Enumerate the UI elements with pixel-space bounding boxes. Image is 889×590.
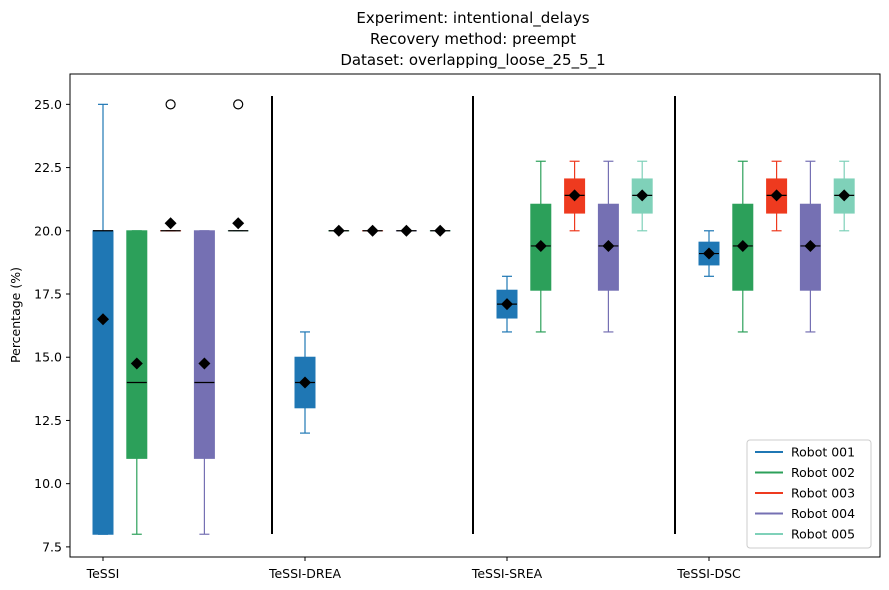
box-robot-4-tessi-srea: [597, 160, 619, 333]
box-robot-3-tessi-srea: [564, 160, 586, 232]
mean-marker: [198, 357, 211, 370]
legend-label-1: Robot 001: [791, 445, 855, 460]
mean-marker: [602, 239, 615, 252]
legend-label-3: Robot 003: [791, 486, 855, 501]
box-robot-5-tessi-dsc: [833, 160, 855, 232]
mean-marker: [299, 376, 311, 389]
mean-marker: [164, 217, 177, 230]
box-robot-5-tessi-srea: [631, 160, 653, 232]
x-tick-label: TeSSI-DREA: [268, 566, 341, 581]
box-robot-5-tessi-drea: [429, 224, 451, 237]
legend-label-4: Robot 004: [791, 506, 855, 521]
y-tick-label: 20.0: [34, 223, 62, 238]
x-tick-label: TeSSI-SREA: [471, 566, 543, 581]
legend: Robot 001 Robot 002 Robot 003 Robot 004 Robo…: [746, 439, 872, 549]
y-axis: 7.5 10.0 12.5 15.0 17.5 20.0 22.5 25.0: [34, 97, 70, 554]
x-axis: TeSSI TeSSI-DREA TeSSI-SREA TeSSI-DSC: [86, 557, 741, 581]
y-tick-label: 22.5: [34, 160, 62, 175]
chart-title-line-3: Dataset: overlapping_loose_25_5_1: [340, 51, 605, 70]
box-robot-1-tessi-drea: [294, 331, 316, 434]
mean-marker: [736, 239, 749, 252]
plot-frame: [69, 73, 881, 558]
mean-marker: [434, 224, 447, 237]
mean-marker: [501, 298, 513, 311]
box-robot-1-tessi-srea: [496, 275, 518, 333]
box-robot-4-tessi-dsc: [799, 160, 821, 333]
box-robot-1-tessi: [92, 103, 114, 535]
box-robot-2-tessi-srea: [530, 160, 552, 333]
legend-label-5: Robot 005: [791, 527, 855, 542]
y-tick-label: 7.5: [42, 539, 62, 554]
mean-marker: [366, 224, 379, 237]
x-tick-label: TeSSI-DSC: [676, 566, 741, 581]
legend-frame: [746, 439, 872, 549]
mean-marker: [97, 313, 109, 326]
mean-marker: [130, 357, 143, 370]
mean-marker: [838, 189, 851, 202]
box-robot-3-tessi-drea: [362, 224, 384, 237]
y-tick-label: 25.0: [34, 97, 62, 112]
box-robot-4-tessi-drea: [395, 224, 417, 237]
mean-marker: [770, 189, 783, 202]
legend-label-2: Robot 002: [791, 465, 855, 480]
box-robot-4-tessi: [193, 230, 215, 535]
chart-title-line-1: Experiment: intentional_delays: [356, 9, 589, 28]
mean-marker: [568, 189, 581, 202]
x-tick-label: TeSSI: [86, 566, 120, 581]
mean-marker: [703, 247, 715, 260]
box-robot-5-tessi: [227, 99, 249, 232]
box-robot-3-tessi: [160, 99, 182, 232]
box-robot-2-tessi-dsc: [732, 160, 754, 333]
box-robot-2-tessi: [126, 230, 148, 535]
y-tick-label: 15.0: [34, 350, 62, 365]
y-axis-label: Percentage (%): [8, 267, 23, 363]
box-robot-2-tessi-drea: [328, 224, 350, 237]
box-robot-1-tessi-dsc: [698, 230, 720, 277]
outlier-point: [233, 99, 244, 110]
box-robot-3-tessi-dsc: [766, 160, 788, 232]
box-body: [92, 230, 114, 535]
box-body: [193, 230, 215, 459]
mean-marker: [534, 239, 547, 252]
mean-marker: [232, 217, 245, 230]
mean-marker: [804, 239, 817, 252]
box-body: [126, 230, 148, 459]
outlier-point: [165, 99, 176, 110]
mean-marker: [400, 224, 413, 237]
y-tick-label: 10.0: [34, 476, 62, 491]
y-tick-label: 17.5: [34, 287, 62, 302]
chart-title-line-2: Recovery method: preempt: [370, 30, 576, 48]
y-tick-label: 12.5: [34, 413, 62, 428]
mean-marker: [636, 189, 649, 202]
chart-title: Experiment: intentional_delays Recovery …: [340, 9, 605, 70]
mean-marker: [332, 224, 345, 237]
plot-area: [92, 96, 855, 535]
